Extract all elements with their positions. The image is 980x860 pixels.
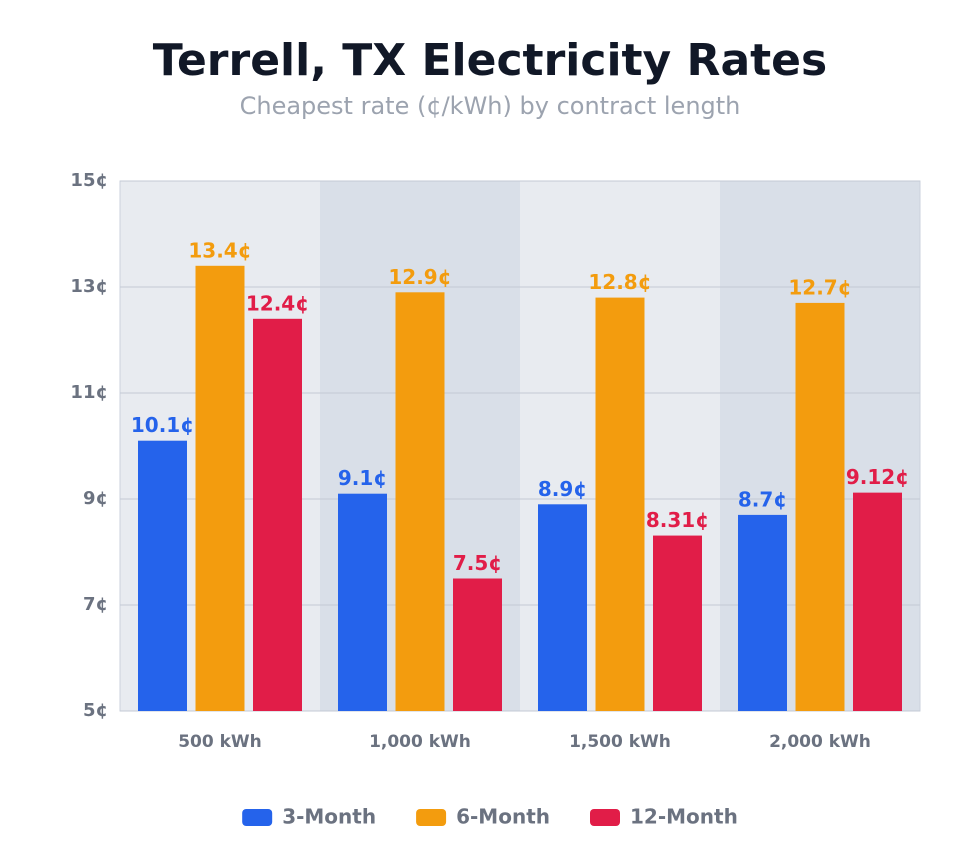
value-label: 8.7¢ — [738, 487, 787, 511]
bar — [395, 292, 445, 711]
bar — [338, 493, 387, 711]
y-tick-label: 11¢ — [70, 382, 108, 403]
legend-swatch — [590, 809, 620, 826]
y-tick-label: 15¢ — [70, 170, 108, 191]
bar — [795, 302, 845, 711]
value-label: 9.12¢ — [846, 465, 909, 489]
bar — [653, 535, 702, 711]
x-tick-label: 1,500 kWh — [569, 732, 671, 752]
value-label: 12.7¢ — [788, 275, 851, 299]
value-label: 7.5¢ — [453, 551, 502, 575]
y-tick-label: 7¢ — [83, 594, 108, 615]
value-label: 12.9¢ — [388, 265, 451, 289]
value-label: 8.9¢ — [538, 477, 587, 501]
chart-title: Terrell, TX Electricity Rates — [153, 35, 827, 86]
x-tick-label: 500 kWh — [178, 732, 262, 752]
x-tick-label: 1,000 kWh — [369, 732, 471, 752]
legend-label: 3-Month — [282, 805, 376, 829]
legend-label: 6-Month — [456, 805, 550, 829]
value-label: 12.4¢ — [246, 291, 309, 315]
y-tick-label: 13¢ — [70, 276, 108, 297]
legend-swatch — [242, 809, 273, 826]
legend-label: 12-Month — [630, 805, 738, 829]
y-tick-label: 5¢ — [83, 700, 108, 721]
bar — [253, 318, 302, 711]
bar — [138, 440, 187, 711]
y-tick-label: 9¢ — [83, 488, 108, 509]
chart-subtitle: Cheapest rate (¢/kWh) by contract length — [240, 92, 741, 120]
value-label: 9.1¢ — [338, 466, 387, 490]
bar — [595, 297, 645, 711]
bar — [453, 578, 502, 711]
value-label: 8.31¢ — [646, 508, 709, 532]
bar — [195, 265, 245, 711]
bar — [853, 492, 902, 711]
x-tick-label: 2,000 kWh — [769, 732, 871, 752]
bar — [538, 504, 587, 711]
value-label: 12.8¢ — [588, 270, 651, 294]
bar — [738, 514, 787, 711]
legend-swatch — [416, 809, 447, 826]
value-label: 13.4¢ — [188, 238, 251, 262]
value-label: 10.1¢ — [131, 413, 194, 437]
